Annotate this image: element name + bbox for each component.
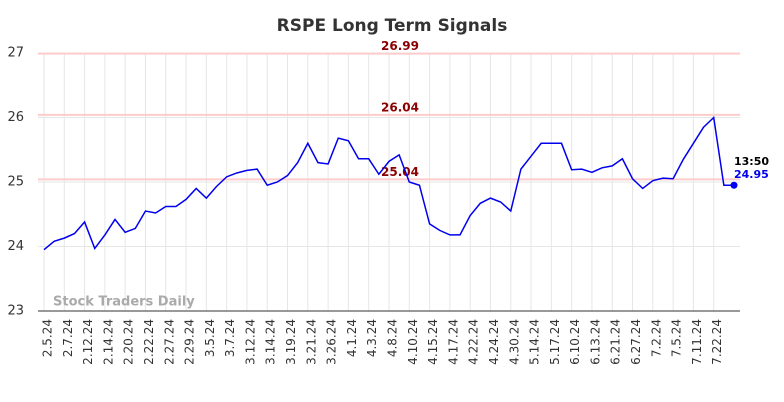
x-tick-label: 2.7.24 <box>61 319 75 357</box>
x-tick-label: 4.15.24 <box>426 319 440 365</box>
x-tick-label: 2.27.24 <box>162 319 176 365</box>
x-tick-label: 4.22.24 <box>467 319 481 365</box>
x-tick-label: 4.30.24 <box>507 319 521 365</box>
x-tick-label: 7.5.24 <box>670 319 684 357</box>
chart-title: RSPE Long Term Signals <box>277 16 508 36</box>
y-tick-label: 27 <box>7 46 24 61</box>
x-tick-label: 4.8.24 <box>386 319 400 357</box>
y-tick-label: 26 <box>7 110 24 125</box>
x-tick-label: 2.29.24 <box>183 319 197 365</box>
x-tick-label: 2.12.24 <box>81 319 95 365</box>
last-value: 24.95 <box>734 168 769 181</box>
x-tick-label: 4.3.24 <box>365 319 379 357</box>
signal-label: 26.04 <box>381 100 419 114</box>
x-tick-label: 5.14.24 <box>528 319 542 365</box>
x-tick-label: 4.1.24 <box>345 319 359 357</box>
signal-label: 26.99 <box>381 39 419 53</box>
x-tick-label: 5.17.24 <box>548 319 562 365</box>
x-tick-label: 7.11.24 <box>690 319 704 365</box>
x-tick-label: 3.5.24 <box>203 319 217 357</box>
x-tick-label: 6.21.24 <box>609 319 623 365</box>
last-time: 13:50 <box>734 155 769 168</box>
x-tick-label: 3.21.24 <box>304 319 318 365</box>
last-point <box>730 181 738 189</box>
x-tick-label: 3.19.24 <box>284 319 298 365</box>
watermark: Stock Traders Daily <box>53 295 195 310</box>
y-tick-label: 23 <box>7 304 24 319</box>
x-tick-label: 4.17.24 <box>446 319 460 365</box>
x-tick-label: 3.7.24 <box>223 319 237 357</box>
x-tick-label: 4.24.24 <box>487 319 501 365</box>
x-tick-label: 4.10.24 <box>406 319 420 365</box>
x-tick-label: 3.26.24 <box>325 319 339 365</box>
x-tick-label: 7.2.24 <box>649 319 663 357</box>
x-tick-label: 6.27.24 <box>629 319 643 365</box>
price-line <box>43 115 734 251</box>
x-tick-label: 6.13.24 <box>588 319 602 365</box>
y-tick-label: 24 <box>7 239 24 254</box>
x-tick-label: 7.22.24 <box>710 319 724 365</box>
x-tick-label: 2.14.24 <box>101 319 115 365</box>
x-tick-label: 3.14.24 <box>264 319 278 365</box>
x-tick-label: 2.20.24 <box>122 319 136 365</box>
signal-label: 25.04 <box>381 165 419 179</box>
x-tick-label: 6.10.24 <box>568 319 582 365</box>
x-tick-label: 3.12.24 <box>243 319 257 365</box>
y-tick-label: 25 <box>7 175 24 190</box>
x-tick-label: 2.22.24 <box>142 319 156 365</box>
x-tick-label: 2.5.24 <box>41 319 55 357</box>
